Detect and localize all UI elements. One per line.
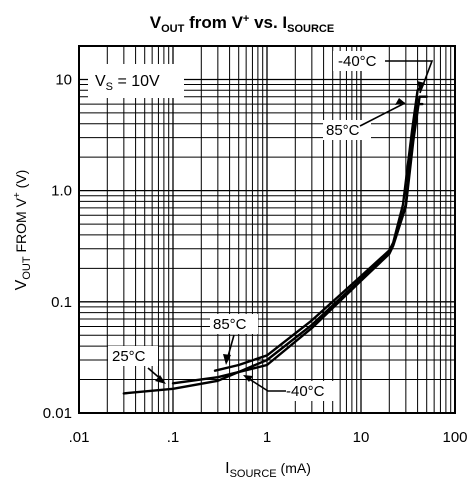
condition-label: VS = 10V [95,73,160,93]
label-85-bottom: 85°C [213,316,247,333]
x-tick-label: .1 [167,429,180,446]
y-tick-label: 10 [55,71,72,88]
arrow-85-top [359,102,406,127]
y-tick-label: 0.1 [51,294,72,311]
y-tick-labels: 0.01 0.1 1.0 10 [43,71,72,422]
series-curves [122,86,428,395]
arrow-minus40-top [385,60,434,94]
label-25-bottom: 25°C [112,348,146,365]
x-tick-labels: .01 .1 1 10 100 [69,429,468,446]
x-tick-label: .01 [69,429,90,446]
y-tick-label: 1.0 [51,183,72,200]
label-minus40-bottom: -40°C [286,383,325,400]
plot-frame [78,45,456,414]
x-tick-label: 1 [263,429,271,446]
label-minus40-top: -40°C [338,53,377,70]
x-axis-label: ISOURCE (mA) [225,460,311,480]
series-line-1 [213,86,422,372]
label-85-top: 85°C [326,122,360,139]
y-tick-label: 0.01 [43,405,72,422]
x-tick-label: 10 [353,429,370,446]
annotations: -40°C 85°C 25°C 85°C -40°C [108,51,434,401]
y-axis-label: VOUT FROM V+ (V) [12,170,33,291]
x-tick-label: 100 [442,429,467,446]
chart-title: VOUT from V+ vs. ISOURCE [150,13,334,35]
condition-box [88,64,184,98]
arrow-minus40-bottom [245,376,286,392]
series-line-2 [171,95,428,385]
